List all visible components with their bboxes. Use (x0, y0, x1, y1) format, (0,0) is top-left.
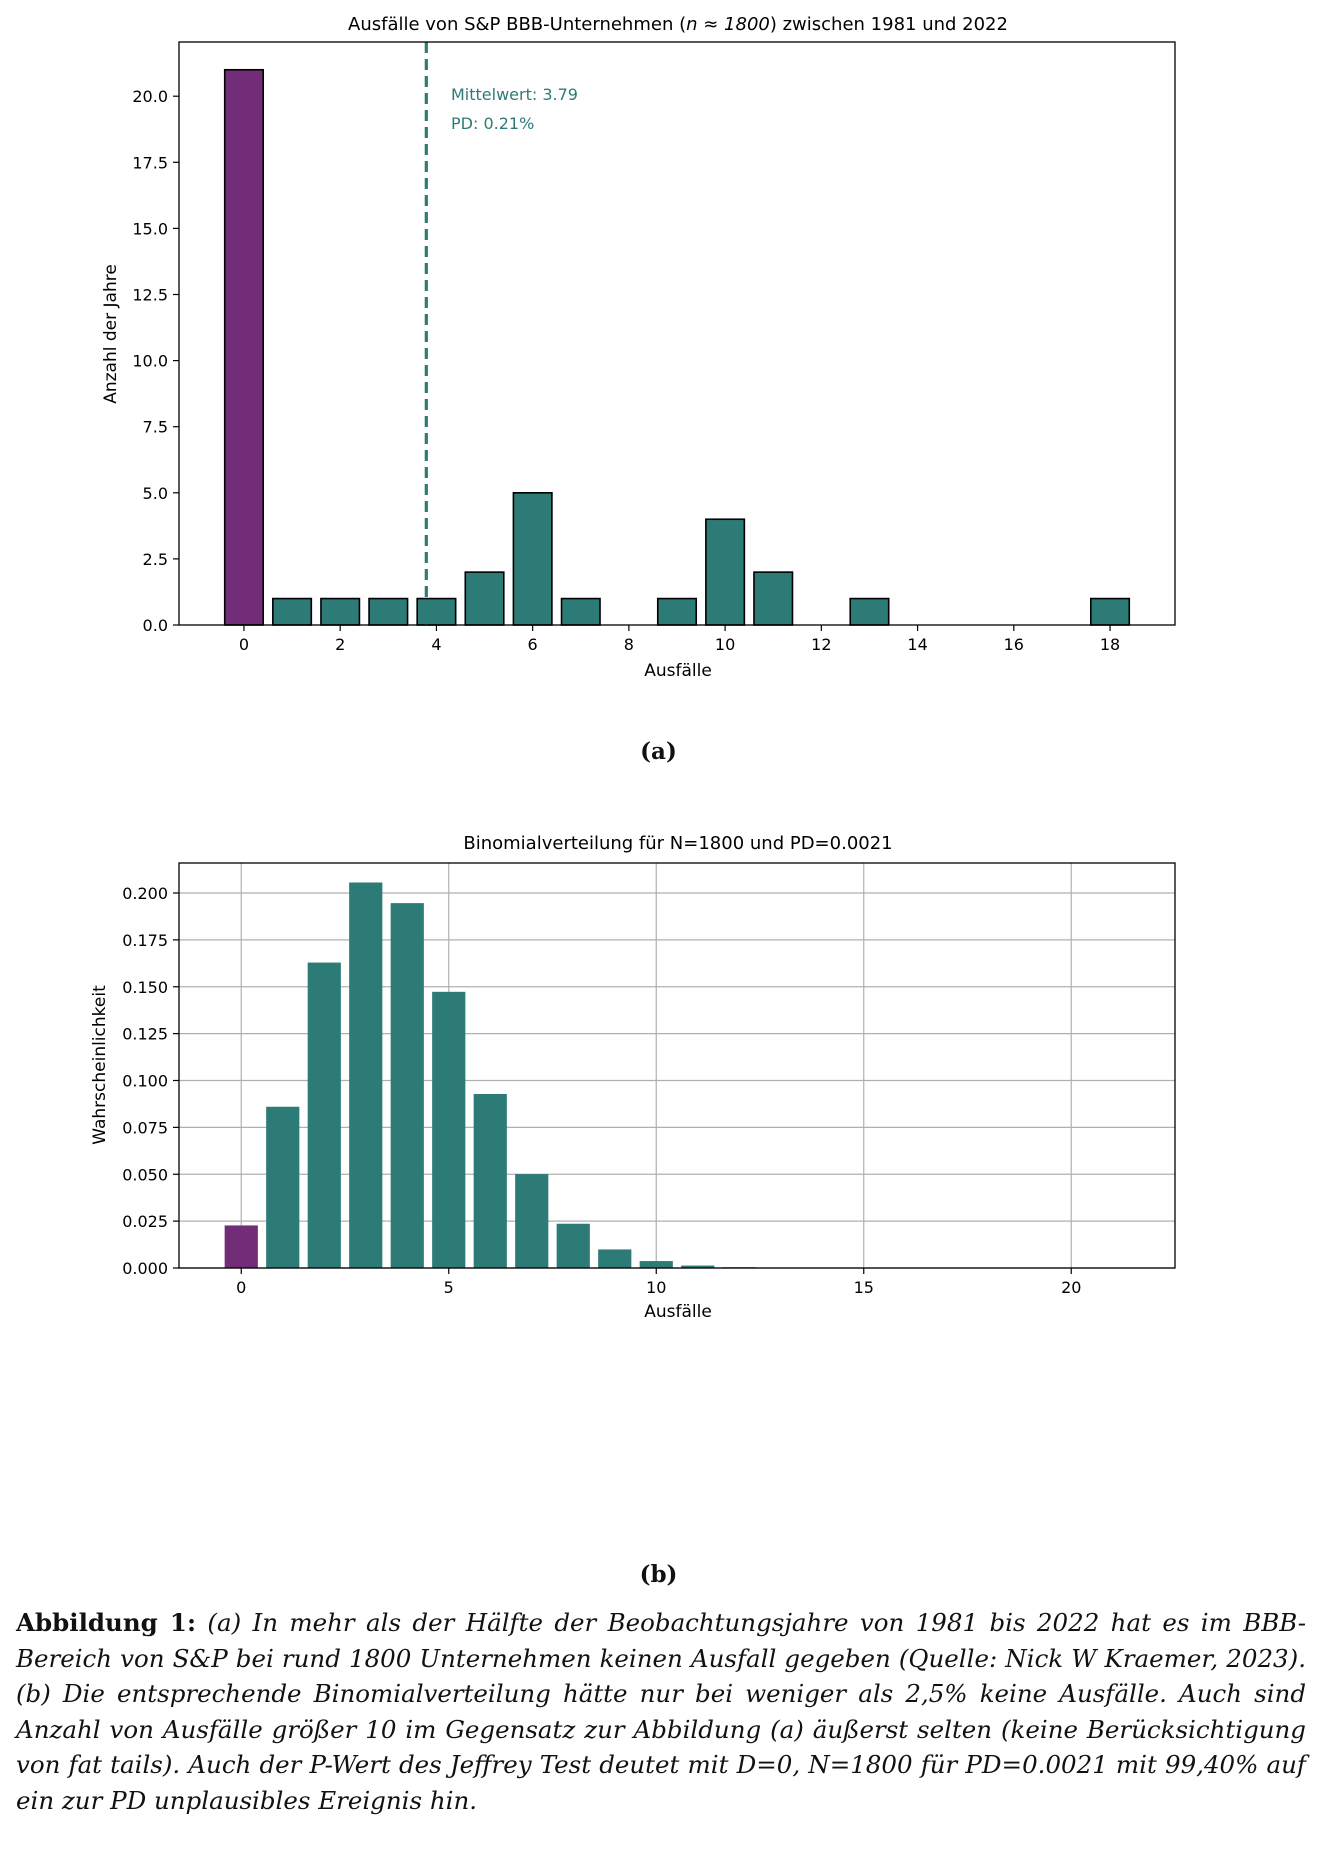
chart-b-axes-frame (178, 862, 1176, 1269)
chart-a-axes-frame (178, 41, 1176, 626)
x-tick-label: 2 (335, 635, 345, 654)
bar (307, 962, 341, 1268)
chart-b-x-label: Ausfälle (644, 1302, 712, 1322)
figure-caption: Abbildung 1: (a) In mehr als der Hälfte … (16, 1605, 1306, 1818)
chart-a-y-ticks: 0.0 2.5 5.0 7.5 10.0 12.5 15.0 17.5 20.0 (132, 87, 179, 635)
bar-highlight (223, 68, 265, 626)
bar (416, 597, 457, 626)
chart-a-title: Ausfälle von S&P BBB-Unternehmen (n ≈ 18… (348, 14, 1008, 35)
y-tick-label: 0.050 (122, 1165, 168, 1184)
bar (432, 991, 466, 1268)
y-tick-label: 0.125 (122, 1025, 168, 1044)
chart-a-bars (223, 68, 1131, 626)
chart-b-title: Binomialverteilung für N=1800 und PD=0.0… (463, 833, 892, 854)
bar (705, 518, 746, 626)
bar (266, 1106, 300, 1268)
bar (598, 1249, 632, 1268)
y-tick-label: 12.5 (132, 286, 168, 305)
y-tick-label: 7.5 (143, 418, 168, 437)
bar (368, 597, 409, 626)
y-tick-label: 0.025 (122, 1212, 168, 1231)
chart-b-bars (224, 882, 798, 1268)
y-tick-label: 17.5 (132, 153, 168, 172)
x-tick-label: 5 (444, 1278, 454, 1297)
bar (320, 597, 361, 626)
x-tick-label: 10 (715, 635, 735, 654)
x-tick-label: 16 (1004, 635, 1024, 654)
y-tick-label: 0.100 (122, 1072, 168, 1091)
caption-text: (a) In mehr als der Hälfte der Beobachtu… (16, 1608, 1306, 1815)
bar (681, 1265, 715, 1268)
subcaption-b: (b) (639, 1561, 678, 1588)
x-tick-label: 12 (811, 635, 831, 654)
chart-b-x-ticks: 0 5 10 15 20 (236, 1268, 1081, 1297)
bar (753, 571, 794, 626)
x-tick-label: 0 (239, 635, 249, 654)
x-tick-label: 18 (1100, 635, 1120, 654)
y-tick-label: 15.0 (132, 219, 168, 238)
bar (560, 597, 601, 626)
bar (639, 1261, 673, 1268)
bar (556, 1223, 590, 1268)
chart-b-y-label: Wahrscheinlichkeit (90, 985, 110, 1145)
bar (515, 1174, 549, 1268)
x-tick-label: 10 (646, 1278, 666, 1297)
chart-b-y-ticks: 0.000 0.025 0.050 0.075 0.100 0.125 0.150 0.175… (122, 884, 179, 1278)
chart-a-x-ticks: 0 2 4 6 8 10 12 14 16 18 (239, 625, 1120, 654)
x-tick-label: 20 (1061, 1278, 1081, 1297)
bar (349, 882, 383, 1268)
bar (272, 597, 313, 626)
bar (473, 1094, 507, 1268)
bar (390, 903, 424, 1268)
chart-a-annotation-mean: Mittelwert: 3.79 (451, 85, 578, 104)
x-tick-label: 8 (624, 635, 634, 654)
chart-b: Binomialverteilung für N=1800 und PD=0.0… (90, 833, 1176, 1322)
y-tick-label: 0.150 (122, 978, 168, 997)
bar (849, 597, 890, 626)
y-tick-label: 2.5 (143, 550, 168, 569)
y-tick-label: 0.175 (122, 931, 168, 950)
y-tick-label: 20.0 (132, 87, 168, 106)
bar (1089, 597, 1131, 626)
chart-a-y-label: Anzahl der Jahre (101, 264, 121, 404)
subcaption-a: (a) (640, 738, 677, 765)
x-tick-label: 0 (236, 1278, 246, 1297)
caption-label: Abbildung 1: (16, 1608, 197, 1637)
y-tick-label: 10.0 (132, 352, 168, 371)
bar (512, 492, 553, 626)
x-tick-label: 15 (854, 1278, 874, 1297)
y-tick-label: 0.000 (122, 1259, 168, 1278)
chart-b-gridlines (179, 863, 1175, 1269)
y-tick-label: 5.0 (143, 484, 168, 503)
chart-a-x-label: Ausfälle (644, 661, 712, 681)
y-tick-label: 0.200 (122, 884, 168, 903)
y-tick-label: 0.075 (122, 1118, 168, 1137)
bar (464, 571, 505, 626)
chart-a-annotation-pd: PD: 0.21% (451, 114, 534, 133)
bar (656, 597, 698, 626)
x-tick-label: 4 (431, 635, 441, 654)
bar-highlight (224, 1225, 258, 1268)
x-tick-label: 14 (907, 635, 927, 654)
y-tick-label: 0.0 (143, 616, 168, 635)
chart-a: Ausfälle von S&P BBB-Unternehmen (n ≈ 18… (101, 14, 1176, 681)
x-tick-label: 6 (528, 635, 538, 654)
